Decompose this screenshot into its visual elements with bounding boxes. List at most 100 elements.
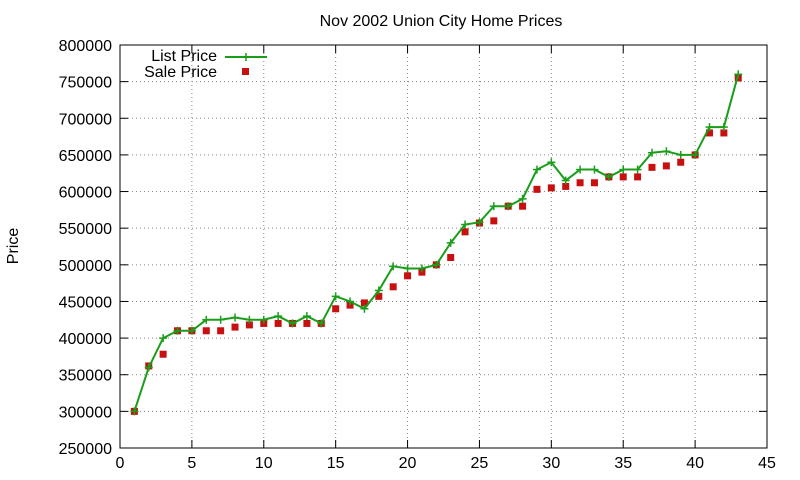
sale-price-point bbox=[490, 217, 498, 225]
series-layer bbox=[130, 70, 743, 416]
list-price-point bbox=[590, 165, 599, 174]
sale-price-point bbox=[274, 319, 282, 327]
list-price-point bbox=[432, 260, 441, 269]
list-price-point bbox=[403, 264, 412, 273]
x-tick-label: 25 bbox=[471, 455, 489, 472]
list-price-point bbox=[173, 326, 182, 335]
list-price-point bbox=[619, 165, 628, 174]
list-price-point bbox=[719, 123, 728, 132]
list-price-point bbox=[676, 150, 685, 159]
list-price-point bbox=[374, 286, 383, 295]
sale-price-point bbox=[461, 228, 469, 236]
x-tick-label: 40 bbox=[686, 455, 704, 472]
sale-price-point bbox=[519, 202, 527, 210]
list-price-point bbox=[159, 334, 168, 343]
x-tick-label: 20 bbox=[399, 455, 417, 472]
x-tick-label: 45 bbox=[758, 455, 776, 472]
y-tick-label: 750000 bbox=[59, 75, 112, 92]
grid-lines bbox=[120, 45, 767, 448]
list-price-point bbox=[245, 315, 254, 324]
list-price-point bbox=[331, 292, 340, 301]
x-tick-label: 5 bbox=[187, 455, 196, 472]
list-price-point bbox=[504, 202, 513, 211]
list-price-point bbox=[288, 319, 297, 328]
list-price-point bbox=[475, 218, 484, 227]
sale-price-point bbox=[217, 327, 225, 335]
plot-frame bbox=[119, 44, 768, 449]
sale-price-point bbox=[648, 163, 656, 171]
y-tick-label: 400000 bbox=[59, 331, 112, 348]
y-tick-label: 500000 bbox=[59, 258, 112, 275]
list-price-point bbox=[187, 326, 196, 335]
list-price-point bbox=[518, 194, 527, 203]
y-tick-label: 700000 bbox=[59, 111, 112, 128]
list-price-point bbox=[346, 297, 355, 306]
sale-price-point bbox=[547, 184, 555, 192]
list-price-point bbox=[231, 313, 240, 322]
list-price-point bbox=[633, 165, 642, 174]
legend-label-sale-price: Sale Price bbox=[144, 64, 217, 81]
list-price-point bbox=[417, 264, 426, 273]
sale-price-point bbox=[662, 162, 670, 170]
legend-label-list-price: List Price bbox=[151, 48, 217, 65]
list-price-point bbox=[202, 315, 211, 324]
x-tick-label: 35 bbox=[614, 455, 632, 472]
series-list-price bbox=[130, 70, 743, 416]
sale-price-point bbox=[159, 350, 167, 358]
sale-price-point bbox=[447, 253, 455, 261]
y-tick-labels: 250000 300000 350000 400000 450000 500000 5500… bbox=[59, 38, 112, 458]
legend: List Price Sale Price bbox=[144, 48, 267, 81]
sale-price-point bbox=[619, 173, 627, 181]
sale-price-point bbox=[562, 182, 570, 190]
y-tick-label: 450000 bbox=[59, 294, 112, 311]
list-price-point bbox=[274, 312, 283, 321]
list-price-point bbox=[691, 150, 700, 159]
y-tick-label: 650000 bbox=[59, 148, 112, 165]
sale-price-point bbox=[677, 158, 685, 166]
list-price-point bbox=[302, 312, 311, 321]
y-axis-label: Price bbox=[5, 228, 22, 265]
y-tick-label: 300000 bbox=[59, 404, 112, 421]
list-price-point bbox=[216, 315, 225, 324]
sale-price-point bbox=[231, 323, 239, 331]
y-tick-label: 800000 bbox=[59, 38, 112, 55]
list-price-point bbox=[489, 202, 498, 211]
sale-price-point bbox=[332, 305, 340, 313]
list-price-point bbox=[317, 319, 326, 328]
chart-title: Nov 2002 Union City Home Prices bbox=[320, 13, 563, 30]
list-price-line bbox=[133, 74, 740, 412]
y-tick-label: 250000 bbox=[59, 441, 112, 458]
x-tick-label: 0 bbox=[116, 455, 125, 472]
list-price-point bbox=[144, 363, 153, 372]
list-price-point bbox=[461, 220, 470, 229]
sale-price-point bbox=[389, 283, 397, 291]
list-price-point bbox=[360, 304, 369, 313]
sale-price-point bbox=[245, 321, 253, 329]
list-price-point bbox=[130, 407, 139, 416]
x-tick-label: 10 bbox=[255, 455, 273, 472]
list-price-point bbox=[446, 238, 455, 247]
sale-price-point bbox=[533, 185, 541, 193]
list-price-point bbox=[604, 172, 613, 181]
sale-price-point bbox=[590, 179, 598, 187]
sale-price-point bbox=[634, 173, 642, 181]
list-price-point bbox=[662, 147, 671, 156]
axis-ticks bbox=[119, 44, 768, 449]
y-tick-label: 550000 bbox=[59, 221, 112, 238]
series-sale-price bbox=[130, 74, 742, 415]
legend-swatch-sale-price bbox=[242, 68, 249, 75]
x-tick-label: 15 bbox=[327, 455, 345, 472]
list-price-point bbox=[389, 262, 398, 271]
list-price-point bbox=[576, 165, 585, 174]
list-price-point bbox=[532, 165, 541, 174]
sale-price-point bbox=[375, 292, 383, 300]
x-tick-labels: 0 5 10 15 20 25 30 35 40 45 bbox=[116, 455, 776, 472]
y-tick-label: 350000 bbox=[59, 368, 112, 385]
sale-price-point bbox=[705, 129, 713, 137]
list-price-point bbox=[259, 315, 268, 324]
list-price-point bbox=[734, 70, 743, 79]
sale-price-point bbox=[576, 179, 584, 187]
x-tick-label: 30 bbox=[542, 455, 560, 472]
